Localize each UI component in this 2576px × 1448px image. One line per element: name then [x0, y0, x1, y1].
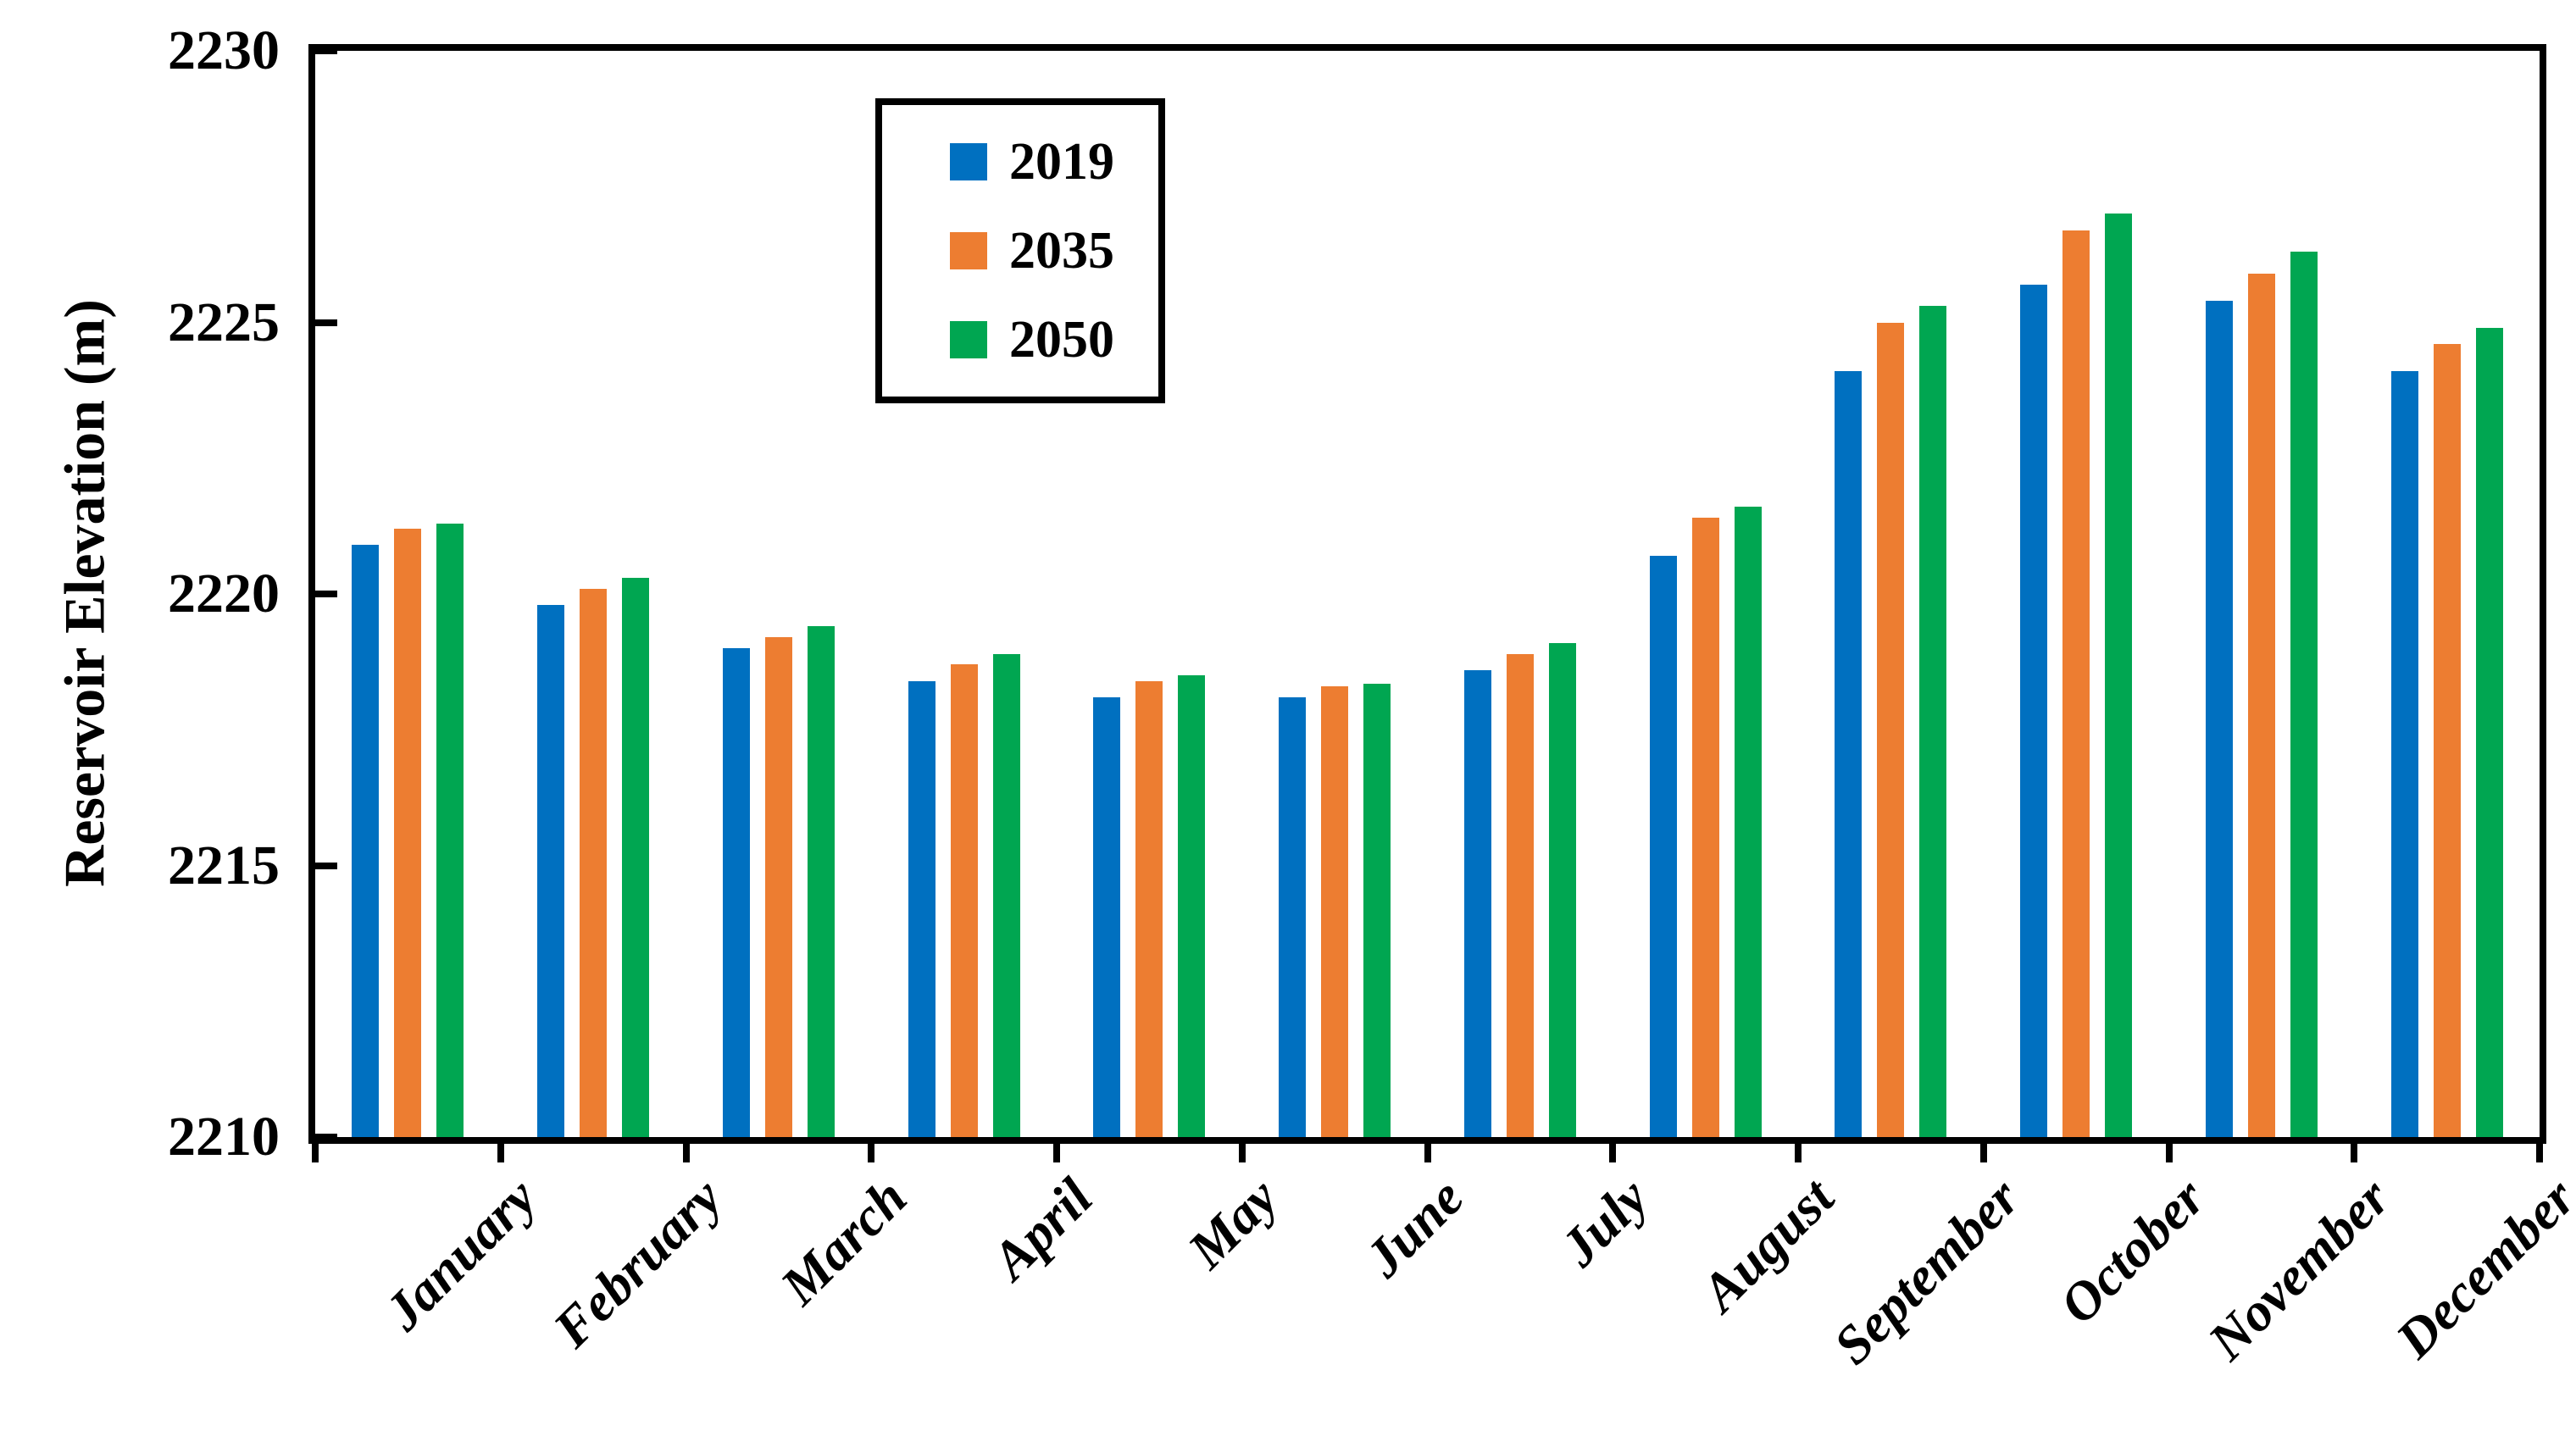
y-tick-mark-2225	[315, 319, 337, 326]
bar-march-2035	[764, 637, 792, 1137]
legend-entry-2035: 2035	[950, 225, 1158, 277]
bar-june-2050	[1363, 683, 1391, 1137]
y-tick-mark-2220	[315, 591, 337, 597]
y-tick-mark-2210	[315, 1134, 337, 1140]
bar-march-2050	[807, 626, 835, 1137]
legend-swatch-2019	[950, 142, 987, 180]
bar-group-april	[871, 51, 1057, 1137]
x-tick-mark-6	[1424, 1137, 1431, 1162]
x-tick-mark-0	[312, 1137, 319, 1162]
bar-february-2050	[622, 577, 650, 1137]
bar-group-february	[501, 51, 686, 1137]
bar-february-2019	[537, 604, 565, 1137]
bar-november-2035	[2247, 273, 2275, 1137]
bar-march-2019	[722, 648, 750, 1137]
x-tick-mark-4	[1053, 1137, 1060, 1162]
bar-may-2019	[1093, 696, 1121, 1137]
legend-label-2019: 2019	[1009, 132, 1114, 191]
bar-july-2050	[1548, 642, 1576, 1137]
bar-september-2050	[1919, 306, 1947, 1137]
bar-september-2035	[1877, 322, 1905, 1137]
y-tick-label-2220: 2220	[168, 563, 280, 624]
x-tick-mark-3	[868, 1137, 875, 1162]
legend-swatch-2035	[950, 231, 987, 269]
bar-group-july	[1428, 51, 1613, 1137]
bar-group-january	[315, 51, 501, 1137]
x-tick-mark-12	[2536, 1137, 2543, 1162]
bar-july-2019	[1463, 669, 1491, 1137]
x-tick-mark-5	[1238, 1137, 1246, 1162]
bar-may-2050	[1178, 675, 1206, 1137]
bar-october-2050	[2105, 214, 2133, 1137]
bar-november-2050	[2290, 252, 2318, 1137]
bar-august-2035	[1691, 518, 1719, 1137]
bar-group-november	[2169, 51, 2355, 1137]
bar-february-2035	[580, 588, 608, 1137]
bar-october-2035	[2062, 230, 2090, 1137]
bar-april-2035	[950, 664, 978, 1137]
legend-label-2050: 2050	[1009, 311, 1114, 369]
bar-group-december	[2354, 51, 2540, 1137]
x-tick-mark-1	[497, 1137, 504, 1162]
legend-label-2035: 2035	[1009, 221, 1114, 280]
legend-entry-2050: 2050	[950, 313, 1158, 366]
bar-november-2019	[2205, 300, 2233, 1137]
bar-group-august	[1613, 51, 1798, 1137]
bar-october-2019	[2020, 284, 2048, 1137]
bar-group-june	[1242, 51, 1428, 1137]
bar-group-may	[1057, 51, 1242, 1137]
bar-september-2019	[1835, 371, 1863, 1137]
legend-entry-2019: 2019	[950, 136, 1158, 188]
x-tick-mark-11	[2351, 1137, 2358, 1162]
y-tick-label-2230: 2230	[168, 19, 280, 81]
bar-group-september	[1798, 51, 1984, 1137]
bar-may-2035	[1135, 680, 1163, 1137]
x-tick-mark-9	[1979, 1137, 1987, 1162]
bar-group-march	[686, 51, 872, 1137]
bar-december-2019	[2390, 371, 2418, 1137]
bar-june-2019	[1279, 696, 1307, 1137]
bar-july-2035	[1506, 653, 1534, 1137]
bar-january-2035	[394, 529, 422, 1137]
bar-january-2019	[352, 545, 380, 1137]
y-tick-label-2215: 2215	[168, 834, 280, 896]
x-tick-mark-8	[1795, 1137, 1802, 1162]
y-tick-label-2225: 2225	[168, 291, 280, 353]
x-tick-mark-2	[682, 1137, 690, 1162]
y-tick-mark-2230	[315, 47, 337, 54]
bar-august-2050	[1734, 507, 1762, 1137]
legend: 2019 2035 2050	[875, 98, 1165, 403]
legend-swatch-2050	[950, 321, 987, 359]
bar-january-2050	[436, 523, 464, 1137]
bar-june-2035	[1321, 685, 1349, 1137]
bar-group-october	[1984, 51, 2169, 1137]
bar-april-2050	[992, 653, 1020, 1137]
bar-august-2019	[1649, 556, 1677, 1137]
x-tick-mark-7	[1609, 1137, 1617, 1162]
y-tick-label-2210: 2210	[168, 1106, 280, 1168]
plot-area	[308, 44, 2546, 1162]
y-tick-mark-2215	[315, 862, 337, 869]
x-tick-mark-10	[2165, 1137, 2173, 1162]
bar-april-2019	[908, 680, 935, 1137]
bar-december-2035	[2433, 344, 2461, 1137]
bar-december-2050	[2475, 327, 2503, 1137]
